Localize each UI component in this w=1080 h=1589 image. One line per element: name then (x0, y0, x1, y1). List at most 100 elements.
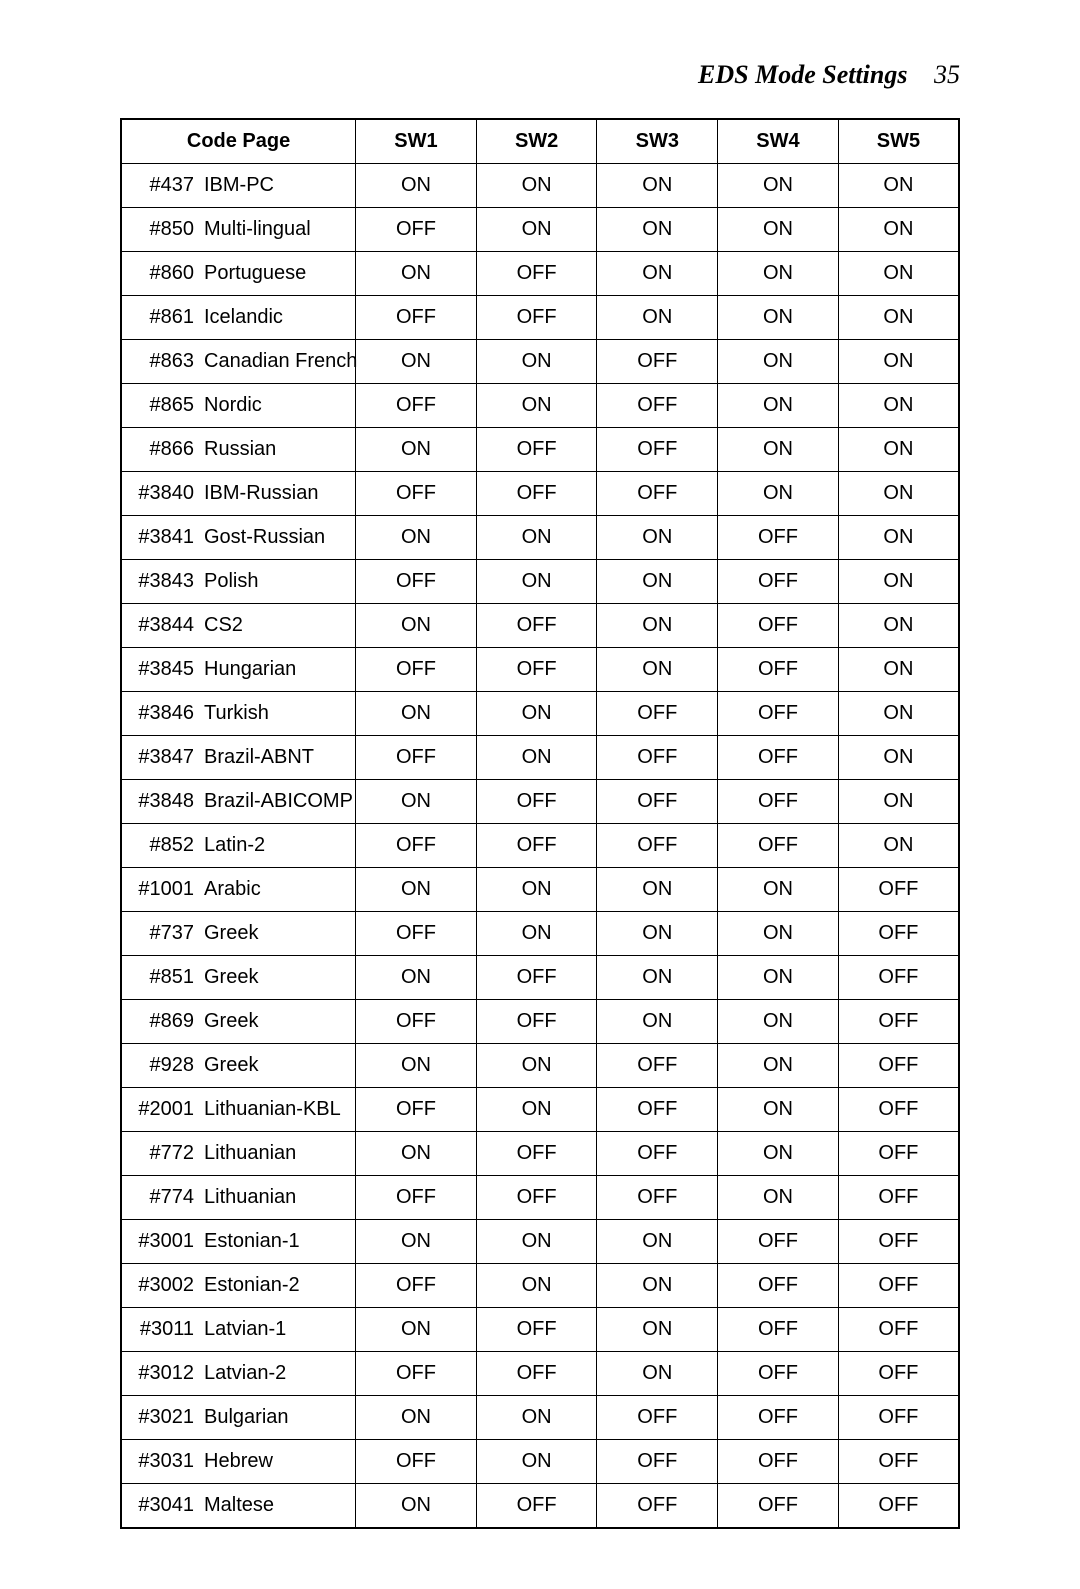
code-page-cell: #928Greek (121, 1044, 356, 1088)
sw4-cell: OFF (718, 1484, 839, 1529)
table-row: #850Multi-lingualOFFONONONON (121, 208, 959, 252)
table-header-row: Code Page SW1 SW2 SW3 SW4 SW5 (121, 119, 959, 164)
sw2-cell: ON (476, 1044, 597, 1088)
sw1-cell: OFF (356, 384, 477, 428)
code-page-cell: #3031Hebrew (121, 1440, 356, 1484)
table-row: #3841Gost-RussianONONONOFFON (121, 516, 959, 560)
code-page-cell: #3041Maltese (121, 1484, 356, 1529)
sw4-cell: ON (718, 1088, 839, 1132)
code-name: Greek (204, 966, 258, 988)
code-page-cell: #3012Latvian-2 (121, 1352, 356, 1396)
code-page-cell: #3846Turkish (121, 692, 356, 736)
sw1-cell: ON (356, 1044, 477, 1088)
code-name: Latin-2 (204, 834, 265, 856)
sw3-cell: ON (597, 1264, 718, 1308)
sw2-cell: OFF (476, 956, 597, 1000)
sw3-cell: ON (597, 252, 718, 296)
code-page-cell: #3021Bulgarian (121, 1396, 356, 1440)
sw4-cell: ON (718, 1000, 839, 1044)
sw1-cell: ON (356, 1484, 477, 1529)
sw3-cell: ON (597, 1352, 718, 1396)
sw5-cell: ON (838, 648, 959, 692)
header-page-number: 35 (934, 60, 960, 89)
sw2-cell: OFF (476, 1176, 597, 1220)
table-row: #437IBM-PCONONONONON (121, 164, 959, 208)
sw3-cell: ON (597, 164, 718, 208)
sw3-cell: ON (597, 1000, 718, 1044)
code-number: #1001 (130, 878, 194, 901)
sw3-cell: OFF (597, 736, 718, 780)
sw5-cell: OFF (838, 1440, 959, 1484)
sw1-cell: OFF (356, 296, 477, 340)
table-row: #774LithuanianOFFOFFOFFONOFF (121, 1176, 959, 1220)
sw1-cell: ON (356, 516, 477, 560)
code-page-cell: #3001Estonian-1 (121, 1220, 356, 1264)
sw2-cell: OFF (476, 604, 597, 648)
sw3-cell: ON (597, 648, 718, 692)
sw5-cell: ON (838, 164, 959, 208)
code-name: Hungarian (204, 658, 296, 680)
sw2-cell: OFF (476, 428, 597, 472)
code-number: #3840 (130, 482, 194, 505)
code-number: #860 (130, 262, 194, 285)
sw3-cell: ON (597, 560, 718, 604)
sw5-cell: OFF (838, 1220, 959, 1264)
sw3-cell: ON (597, 1220, 718, 1264)
sw1-cell: OFF (356, 1176, 477, 1220)
sw5-cell: OFF (838, 1352, 959, 1396)
sw1-cell: ON (356, 1308, 477, 1352)
code-page-cell: #3840IBM-Russian (121, 472, 356, 516)
sw2-cell: ON (476, 208, 597, 252)
sw3-cell: OFF (597, 1132, 718, 1176)
sw5-cell: OFF (838, 1484, 959, 1529)
code-name: Estonian-2 (204, 1274, 300, 1296)
header-title: EDS Mode Settings (698, 60, 908, 89)
code-page-cell: #3845Hungarian (121, 648, 356, 692)
table-row: #851GreekONOFFONONOFF (121, 956, 959, 1000)
table-row: #861IcelandicOFFOFFONONON (121, 296, 959, 340)
sw4-cell: ON (718, 384, 839, 428)
code-name: IBM-PC (204, 174, 274, 196)
table-row: #2001Lithuanian-KBLOFFONOFFONOFF (121, 1088, 959, 1132)
code-page-cell: #851Greek (121, 956, 356, 1000)
table-row: #3002Estonian-2OFFONONOFFOFF (121, 1264, 959, 1308)
sw3-cell: OFF (597, 1396, 718, 1440)
sw3-cell: ON (597, 208, 718, 252)
code-number: #3841 (130, 526, 194, 549)
sw5-cell: OFF (838, 1264, 959, 1308)
code-page-cell: #852Latin-2 (121, 824, 356, 868)
code-page-cell: #774Lithuanian (121, 1176, 356, 1220)
sw5-cell: ON (838, 516, 959, 560)
code-number: #869 (130, 1010, 194, 1033)
sw1-cell: OFF (356, 648, 477, 692)
code-page-table: Code Page SW1 SW2 SW3 SW4 SW5 #437IBM-PC… (120, 118, 960, 1529)
sw1-cell: OFF (356, 560, 477, 604)
sw1-cell: ON (356, 252, 477, 296)
sw5-cell: OFF (838, 1088, 959, 1132)
sw5-cell: ON (838, 736, 959, 780)
sw3-cell: ON (597, 1308, 718, 1352)
sw2-cell: ON (476, 164, 597, 208)
code-number: #774 (130, 1186, 194, 1209)
sw4-cell: OFF (718, 1308, 839, 1352)
sw4-cell: OFF (718, 516, 839, 560)
code-number: #3848 (130, 790, 194, 813)
sw1-cell: ON (356, 1396, 477, 1440)
code-name: Brazil-ABICOMP (204, 790, 353, 812)
code-page-cell: #861Icelandic (121, 296, 356, 340)
sw3-cell: OFF (597, 472, 718, 516)
code-page-cell: #860Portuguese (121, 252, 356, 296)
code-name: Nordic (204, 394, 262, 416)
sw4-cell: ON (718, 472, 839, 516)
table-row: #3845HungarianOFFOFFONOFFON (121, 648, 959, 692)
code-number: #3002 (130, 1274, 194, 1297)
table-row: #3001Estonian-1ONONONOFFOFF (121, 1220, 959, 1264)
code-name: Turkish (204, 702, 269, 724)
sw5-cell: ON (838, 692, 959, 736)
code-page-cell: #2001Lithuanian-KBL (121, 1088, 356, 1132)
col-header-sw4: SW4 (718, 119, 839, 164)
sw5-cell: ON (838, 252, 959, 296)
sw2-cell: ON (476, 736, 597, 780)
sw3-cell: ON (597, 956, 718, 1000)
sw5-cell: ON (838, 780, 959, 824)
